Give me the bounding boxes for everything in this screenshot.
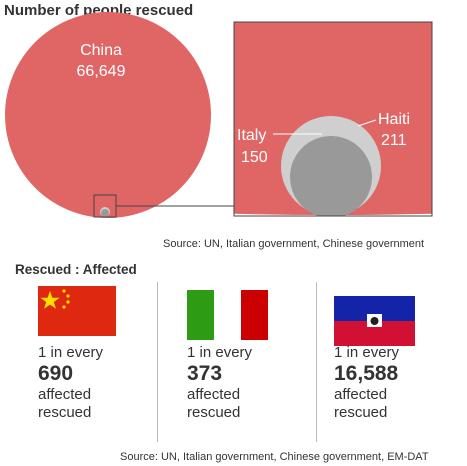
- italy-label: Italy: [237, 127, 266, 144]
- china-flag-icon: [38, 286, 116, 336]
- chart-title: Number of people rescued: [4, 2, 194, 19]
- italy-affected-label: affected: [187, 386, 241, 403]
- ratio-section-title: Rescued : Affected: [15, 262, 137, 277]
- haiti-ratio-value: 16,588: [334, 362, 399, 385]
- bubble-chart: China 66,649 Italy 150 Haiti 211: [5, 12, 433, 218]
- haiti-bubble: [290, 136, 372, 216]
- source-bottom: Source: UN, Italian government, Chinese …: [120, 451, 429, 463]
- italy-ratio-value: 373: [187, 362, 223, 385]
- italy-flag-icon: [187, 286, 268, 340]
- haiti-label: Haiti: [378, 111, 410, 128]
- haiti-leader-line: [357, 119, 377, 127]
- italy-rescued-label: rescued: [187, 404, 241, 421]
- haiti-affected-label: affected: [334, 386, 388, 403]
- china-ratio-value: 690: [38, 362, 74, 385]
- italy-ratio-column: 1 in every 373 affected rescued: [187, 286, 327, 422]
- italy-value-label: 150: [241, 149, 268, 166]
- haiti-rescued-label: rescued: [334, 404, 388, 421]
- china-prefix: 1 in every: [38, 344, 104, 361]
- haiti-ratio-column: 1 in every 16,588 affected rescued: [334, 286, 467, 422]
- italy-prefix: 1 in every: [187, 344, 253, 361]
- china-affected-label: affected: [38, 386, 92, 403]
- source-top: Source: UN, Italian government, Chinese …: [163, 238, 425, 250]
- china-ratio-column: 1 in every 690 affected rescued: [38, 286, 178, 422]
- column-divider: [157, 282, 158, 442]
- china-bubble: [5, 12, 211, 218]
- column-divider: [316, 282, 317, 442]
- haiti-flag-icon: [334, 286, 415, 346]
- china-label: China: [80, 42, 122, 59]
- china-value-label: 66,649: [77, 63, 126, 80]
- haiti-mini-bubble: [101, 209, 109, 217]
- haiti-value-label: 211: [381, 132, 407, 149]
- haiti-prefix: 1 in every: [334, 344, 400, 361]
- china-rescued-label: rescued: [38, 404, 92, 421]
- zoom-panel-frame: [233, 21, 433, 217]
